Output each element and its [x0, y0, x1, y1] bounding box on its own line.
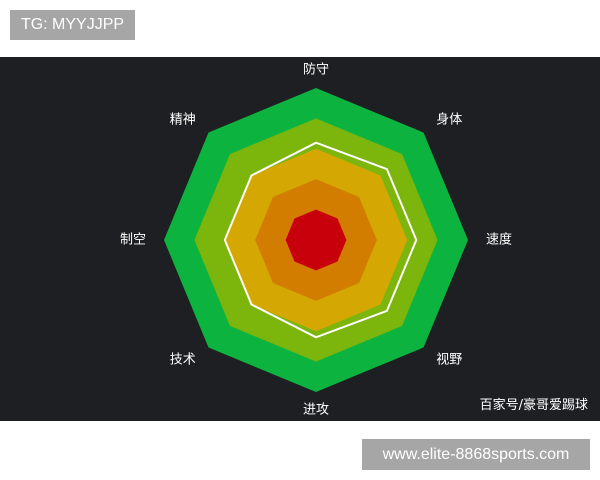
axis-label-0: 防守 [303, 62, 329, 78]
axis-label-1: 身体 [436, 111, 462, 127]
top-tag: TG: MYYJJPP [10, 10, 135, 40]
credit-text: 百家号/豪哥爱踢球 [479, 398, 588, 413]
radar-band-level-1 [285, 209, 347, 271]
axis-label-2: 速度 [486, 232, 512, 248]
axis-label-6: 制空 [120, 233, 146, 248]
chart-panel: 防守身体速度视野进攻 技术 制空 精神 百家号/豪哥爱踢球 [0, 57, 600, 421]
axis-label-5: 技术 [170, 353, 196, 368]
axis-label-7: 精神 [170, 112, 196, 127]
watermark-text: www.elite-8868sports.com [362, 439, 590, 470]
axis-label-4: 进攻 [303, 403, 329, 418]
axis-label-3: 视野 [436, 353, 462, 368]
radar-series-0 [223, 141, 418, 339]
